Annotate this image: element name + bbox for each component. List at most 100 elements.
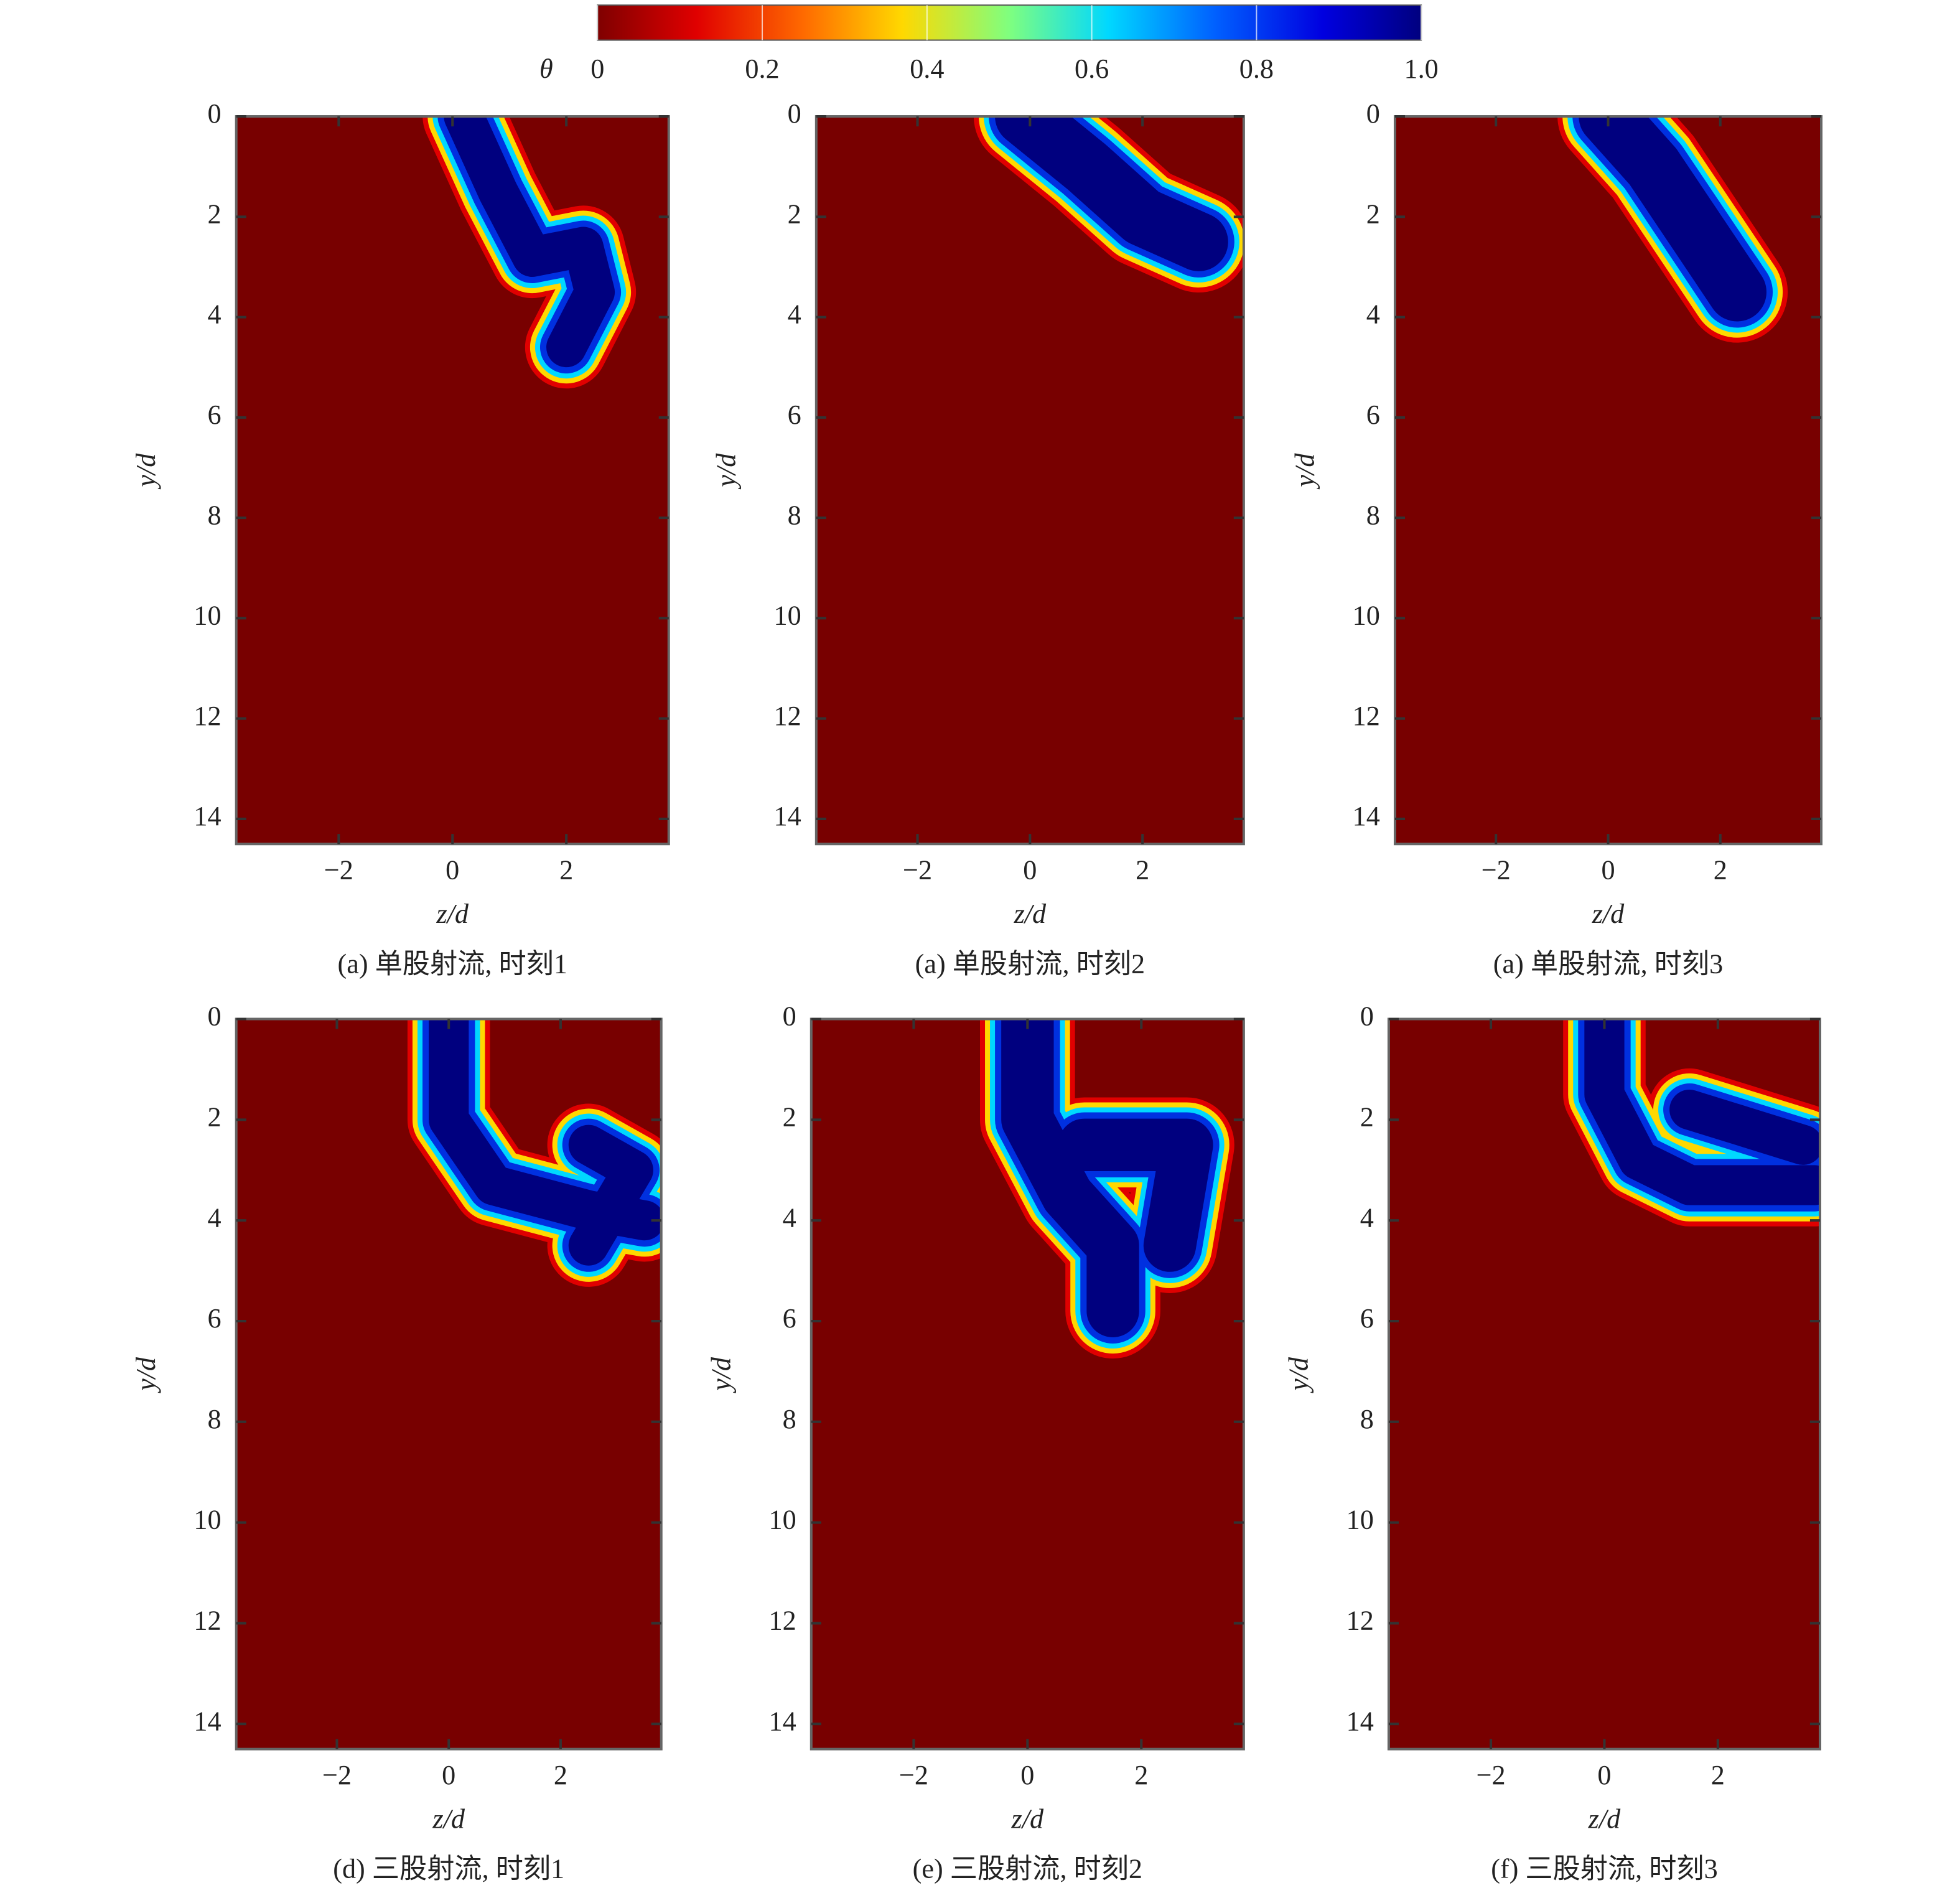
- colorbar-label: θ: [539, 54, 553, 84]
- colorbar: [597, 4, 1422, 41]
- x-tick-label: 2: [1136, 855, 1149, 886]
- y-tick-label: 10: [194, 1505, 221, 1535]
- y-tick-label: 8: [207, 500, 221, 530]
- panel: 0 2 4 6 8 10 12 14 −2 0 2 z/d y/d (a) 单股射流, 时刻3: [1289, 98, 1823, 979]
- x-tick-label: 0: [442, 1760, 455, 1790]
- y-axis-label: y/d: [711, 453, 741, 490]
- y-tick-label: 6: [207, 400, 221, 430]
- y-tick-label: 2: [207, 1101, 221, 1132]
- caption: (f) 三股射流, 时刻3: [1491, 1854, 1718, 1884]
- heatmap-field: [980, 1019, 1234, 1359]
- heatmap-blob: [1579, 116, 1767, 322]
- y-tick-label: 8: [783, 1404, 796, 1434]
- heatmap-field: [407, 1019, 661, 1287]
- y-tick-label: 4: [207, 1202, 221, 1233]
- y-tick-label: 0: [207, 1001, 221, 1032]
- y-tick-label: 4: [1360, 1202, 1374, 1233]
- y-tick-label: 10: [1353, 601, 1380, 631]
- y-axis-label: y/d: [706, 1357, 736, 1393]
- x-tick-label: −2: [324, 855, 353, 886]
- x-tick-label: 2: [559, 855, 573, 886]
- y-tick-label: 6: [1366, 400, 1380, 430]
- y-tick-label: 8: [1360, 1404, 1374, 1434]
- x-tick-label: −2: [903, 855, 932, 886]
- x-tick-label: 0: [1020, 1760, 1034, 1790]
- y-tick-label: 14: [1353, 801, 1380, 831]
- y-tick-label: 6: [788, 400, 801, 430]
- y-tick-label: 14: [774, 801, 801, 831]
- colorbar-tick-label: 0.6: [1075, 54, 1109, 84]
- x-tick-label: −2: [322, 1760, 352, 1790]
- y-tick-label: 0: [207, 98, 221, 129]
- heatmap-blob: [1584, 1019, 1821, 1205]
- x-tick-label: 0: [1023, 855, 1037, 886]
- colorbar-tick-label: 1.0: [1404, 54, 1439, 84]
- x-tick-label: 0: [1597, 1760, 1611, 1790]
- y-tick-label: 6: [207, 1303, 221, 1334]
- y-tick-label: 6: [783, 1303, 796, 1334]
- y-tick-label: 12: [194, 1606, 221, 1636]
- y-tick-label: 2: [1360, 1101, 1374, 1132]
- y-tick-label: 4: [1366, 299, 1380, 330]
- y-tick-label: 12: [1353, 701, 1380, 731]
- y-tick-label: 10: [194, 601, 221, 631]
- y-tick-label: 0: [783, 1001, 796, 1032]
- heatmap-blob: [568, 1124, 653, 1266]
- y-tick-label: 14: [769, 1706, 796, 1736]
- y-tick-label: 12: [774, 701, 801, 731]
- heatmap-blob: [1001, 1019, 1139, 1337]
- y-tick-label: 6: [1360, 1303, 1374, 1334]
- x-tick-label: 2: [1134, 1760, 1148, 1790]
- x-tick-label: 0: [446, 855, 459, 886]
- caption: (a) 单股射流, 时刻3: [1493, 948, 1723, 979]
- y-tick-label: 4: [788, 299, 801, 330]
- y-tick-label: 4: [207, 299, 221, 330]
- colorbar-tick-label: 0.8: [1239, 54, 1274, 84]
- heatmap-field: [1563, 1019, 1821, 1227]
- x-axis-label: z/d: [1014, 899, 1047, 929]
- heatmap-blob: [1058, 1118, 1213, 1272]
- heatmap-field: [422, 116, 637, 389]
- x-tick-label: −2: [1477, 1760, 1506, 1790]
- y-tick-label: 2: [788, 199, 801, 229]
- colorbar-tick-label: 0: [590, 54, 604, 84]
- panel: 0 2 4 6 8 10 12 14 −2 0 2 z/d y/d (e) 三股射流, 时刻2: [706, 1001, 1245, 1884]
- x-tick-label: −2: [899, 1760, 928, 1790]
- y-axis-label: y/d: [131, 1357, 161, 1393]
- heatmap-blob: [995, 116, 1228, 271]
- y-tick-label: 4: [783, 1202, 796, 1233]
- caption: (e) 三股射流, 时刻2: [913, 1854, 1142, 1884]
- caption: (a) 单股射流, 时刻2: [915, 948, 1145, 979]
- y-axis-label: y/d: [1289, 453, 1320, 490]
- caption: (a) 单股射流, 时刻1: [338, 948, 567, 979]
- x-axis-label: z/d: [436, 899, 469, 929]
- y-tick-label: 12: [769, 1606, 796, 1636]
- heatmap-field: [973, 116, 1244, 293]
- colorbar-tick-label: 0.2: [745, 54, 779, 84]
- y-tick-label: 10: [774, 601, 801, 631]
- y-tick-label: 0: [1366, 98, 1380, 129]
- y-tick-label: 12: [194, 701, 221, 731]
- x-axis-label: z/d: [1592, 899, 1625, 929]
- y-tick-label: 12: [1346, 1606, 1374, 1636]
- y-axis-label: y/d: [1283, 1357, 1314, 1393]
- heatmap-field: [1557, 116, 1788, 343]
- x-tick-label: 2: [554, 1760, 567, 1790]
- caption: (d) 三股射流, 时刻1: [333, 1854, 564, 1884]
- y-tick-label: 0: [1360, 1001, 1374, 1032]
- y-tick-label: 10: [769, 1505, 796, 1535]
- x-axis-label: z/d: [1011, 1803, 1044, 1834]
- y-tick-label: 8: [207, 1404, 221, 1434]
- y-axis-label: y/d: [131, 453, 161, 490]
- panel: 0 2 4 6 8 10 12 14 −2 0 2 z/d y/d (a) 单股射流, 时刻1: [131, 98, 670, 979]
- heatmap-blob: [1669, 1089, 1821, 1165]
- x-tick-label: 2: [1711, 1760, 1725, 1790]
- x-axis-label: z/d: [1588, 1803, 1621, 1834]
- heatmap-background: [1394, 116, 1822, 844]
- y-tick-label: 14: [1346, 1706, 1374, 1736]
- y-tick-label: 8: [788, 500, 801, 530]
- x-tick-label: −2: [1482, 855, 1511, 886]
- x-tick-label: 2: [1714, 855, 1727, 886]
